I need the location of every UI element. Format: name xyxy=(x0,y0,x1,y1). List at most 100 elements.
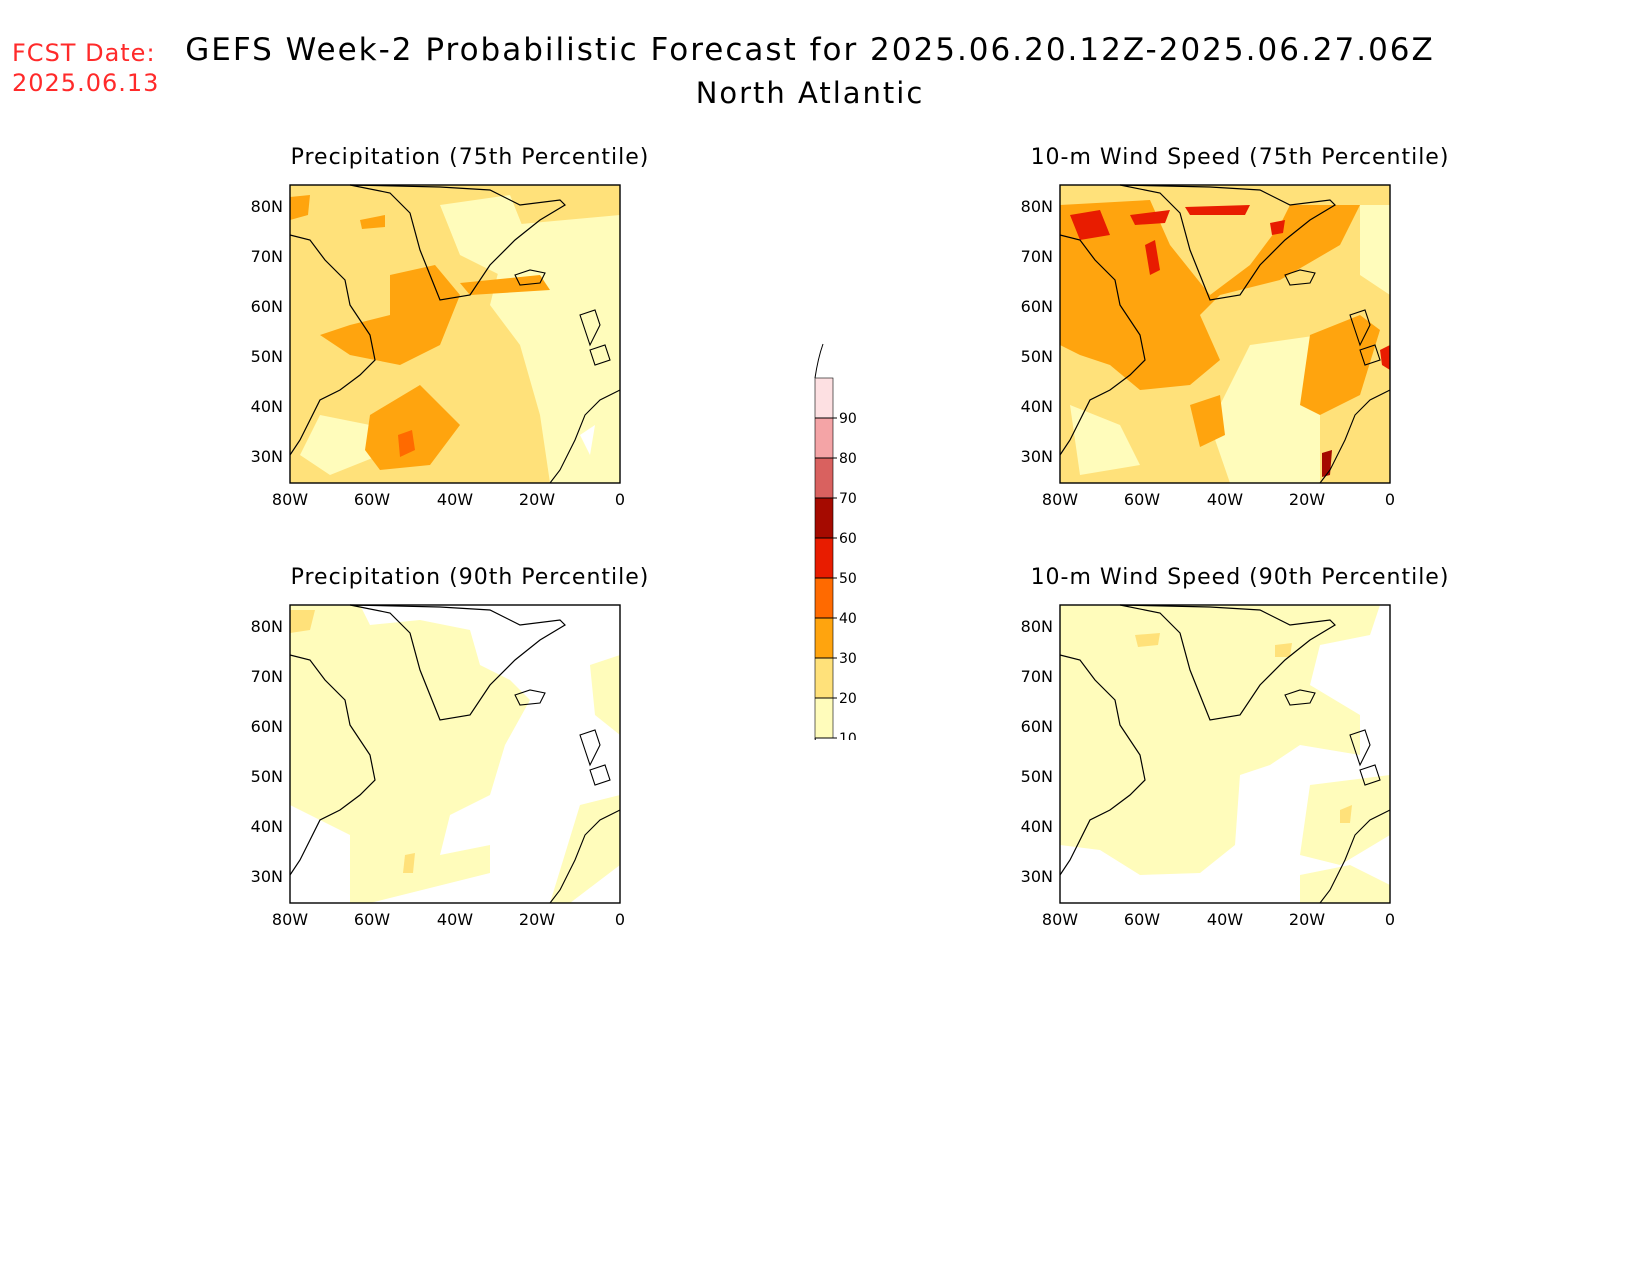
lat-label: 30N xyxy=(251,867,283,886)
field-orange-4 xyxy=(360,215,385,229)
lon-axis: 80W 60W 40W 20W 0 xyxy=(272,490,625,509)
colorbar: 10 20 30 40 50 60 70 80 90 xyxy=(814,343,857,740)
lat-label: 80N xyxy=(251,617,283,636)
lat-label: 60N xyxy=(251,297,283,316)
map-wind-90: 80N 70N 60N 50N 40N 30N 80W 60W 40W 20W … xyxy=(1021,604,1395,929)
panel-title: Precipitation (75th Percentile) xyxy=(290,145,650,170)
map-precip-90: 80N 70N 60N 50N 40N 30N 80W 60W 40W 20W … xyxy=(251,604,625,929)
coastline-europe-africa xyxy=(549,389,621,484)
colorbar-label: 40 xyxy=(839,611,857,627)
coastline-north-america xyxy=(1059,234,1146,456)
lon-label: 40W xyxy=(437,490,473,509)
region-title: North Atlantic xyxy=(695,76,925,110)
lat-label: 60N xyxy=(1021,297,1053,316)
lat-label: 40N xyxy=(251,817,283,836)
lat-label: 40N xyxy=(1021,817,1053,836)
colorbar-label: 70 xyxy=(839,491,857,507)
field-orange-3 xyxy=(460,275,550,295)
map-frame xyxy=(289,184,621,484)
field-yellow-1 xyxy=(1135,633,1160,647)
lat-axis: 80N 70N 60N 50N 40N 30N xyxy=(251,617,283,886)
coastline-british-isles xyxy=(579,729,611,786)
lon-axis: 80W 60W 40W 20W 0 xyxy=(1042,910,1395,929)
lat-label: 50N xyxy=(251,767,283,786)
lon-label: 80W xyxy=(272,910,308,929)
colorbar-label: 20 xyxy=(839,691,857,707)
lat-axis: 80N 70N 60N 50N 40N 30N xyxy=(251,197,283,466)
lat-label: 80N xyxy=(1021,197,1053,216)
coastline-british-isles xyxy=(579,309,611,366)
field-red-4 xyxy=(1145,240,1160,275)
field-orange-1 xyxy=(1060,200,1360,390)
panel-title: 10-m Wind Speed (75th Percentile) xyxy=(1030,145,1450,170)
colorbar-swatch xyxy=(815,578,833,618)
coastline-iceland xyxy=(514,689,546,706)
lon-label: 80W xyxy=(1042,490,1078,509)
lon-label: 40W xyxy=(1207,490,1243,509)
fcst-date-label: FCST Date: 2025.06.13 xyxy=(12,38,159,98)
field-red-2 xyxy=(1130,210,1170,225)
panel-wind-75: 10-m Wind Speed (75th Percentile) xyxy=(1015,145,1485,565)
field-light-1 xyxy=(290,605,530,903)
lat-label: 50N xyxy=(1021,767,1053,786)
lon-label: 20W xyxy=(519,490,555,509)
lat-label: 70N xyxy=(251,247,283,266)
field-orange-2 xyxy=(365,385,460,470)
page-title: GEFS Week-2 Probabilistic Forecast for 2… xyxy=(185,32,1435,68)
colorbar-outline xyxy=(814,377,834,739)
lat-axis: 80N 70N 60N 50N 40N 30N xyxy=(1021,617,1053,886)
lat-label: 30N xyxy=(251,447,283,466)
colorbar-label: 30 xyxy=(839,651,857,667)
lon-label: 60W xyxy=(354,910,390,929)
lat-label: 30N xyxy=(1021,447,1053,466)
lat-label: 40N xyxy=(1021,397,1053,416)
colorbar-swatch xyxy=(815,658,833,698)
lon-label: 60W xyxy=(354,490,390,509)
map-precip-75: 80N 70N 60N 50N 40N 30N 80W 60W 40W 20W … xyxy=(251,184,625,509)
panel-title: Precipitation (90th Percentile) xyxy=(290,565,650,590)
colorbar-label: 80 xyxy=(839,451,857,467)
field-light-1 xyxy=(1060,605,1380,875)
lon-axis: 80W 60W 40W 20W 0 xyxy=(1042,490,1395,509)
field-orange-2 xyxy=(1300,315,1380,415)
lat-label: 70N xyxy=(1021,247,1053,266)
field-orange-1 xyxy=(320,265,460,365)
lon-label: 20W xyxy=(519,910,555,929)
lon-label: 40W xyxy=(1207,910,1243,929)
lat-label: 30N xyxy=(1021,867,1053,886)
lat-label: 50N xyxy=(1021,347,1053,366)
colorbar-label: 50 xyxy=(839,571,857,587)
fcst-label: FCST Date: xyxy=(12,39,156,67)
lat-label: 50N xyxy=(251,347,283,366)
fcst-date: 2025.06.13 xyxy=(12,69,160,97)
field-red-3 xyxy=(1185,205,1250,215)
colorbar-swatch xyxy=(815,458,833,498)
map-frame xyxy=(289,604,621,904)
coastline-iceland xyxy=(1284,689,1316,706)
lon-label: 20W xyxy=(1289,490,1325,509)
lon-axis: 80W 60W 40W 20W 0 xyxy=(272,910,625,929)
field-light-1 xyxy=(1210,335,1320,483)
panel-wind-90: 10-m Wind Speed (90th Percentile) 80N 70… xyxy=(1015,565,1485,985)
field-light-3 xyxy=(1300,865,1390,903)
coastline-north-america xyxy=(289,234,376,456)
field-light-south xyxy=(300,415,380,475)
lon-label: 0 xyxy=(1385,490,1395,509)
lon-label: 40W xyxy=(437,910,473,929)
lon-label: 80W xyxy=(272,490,308,509)
colorbar-label: 10 xyxy=(839,731,857,740)
lat-label: 60N xyxy=(1021,717,1053,736)
lon-label: 0 xyxy=(615,490,625,509)
colorbar-swatch xyxy=(815,378,833,418)
field-yellow-2 xyxy=(1275,643,1292,657)
field-red-6 xyxy=(1380,345,1390,370)
coastline-iceland xyxy=(514,269,546,286)
field-orange-5 xyxy=(290,195,310,220)
lat-axis: 80N 70N 60N 50N 40N 30N xyxy=(1021,197,1053,466)
map-frame xyxy=(1059,604,1391,904)
field-light-north xyxy=(440,195,530,275)
field-red-1 xyxy=(1070,210,1110,240)
field-red-5 xyxy=(1270,220,1285,235)
colorbar-swatch xyxy=(815,618,833,658)
coastline-greenland xyxy=(1119,184,1336,301)
